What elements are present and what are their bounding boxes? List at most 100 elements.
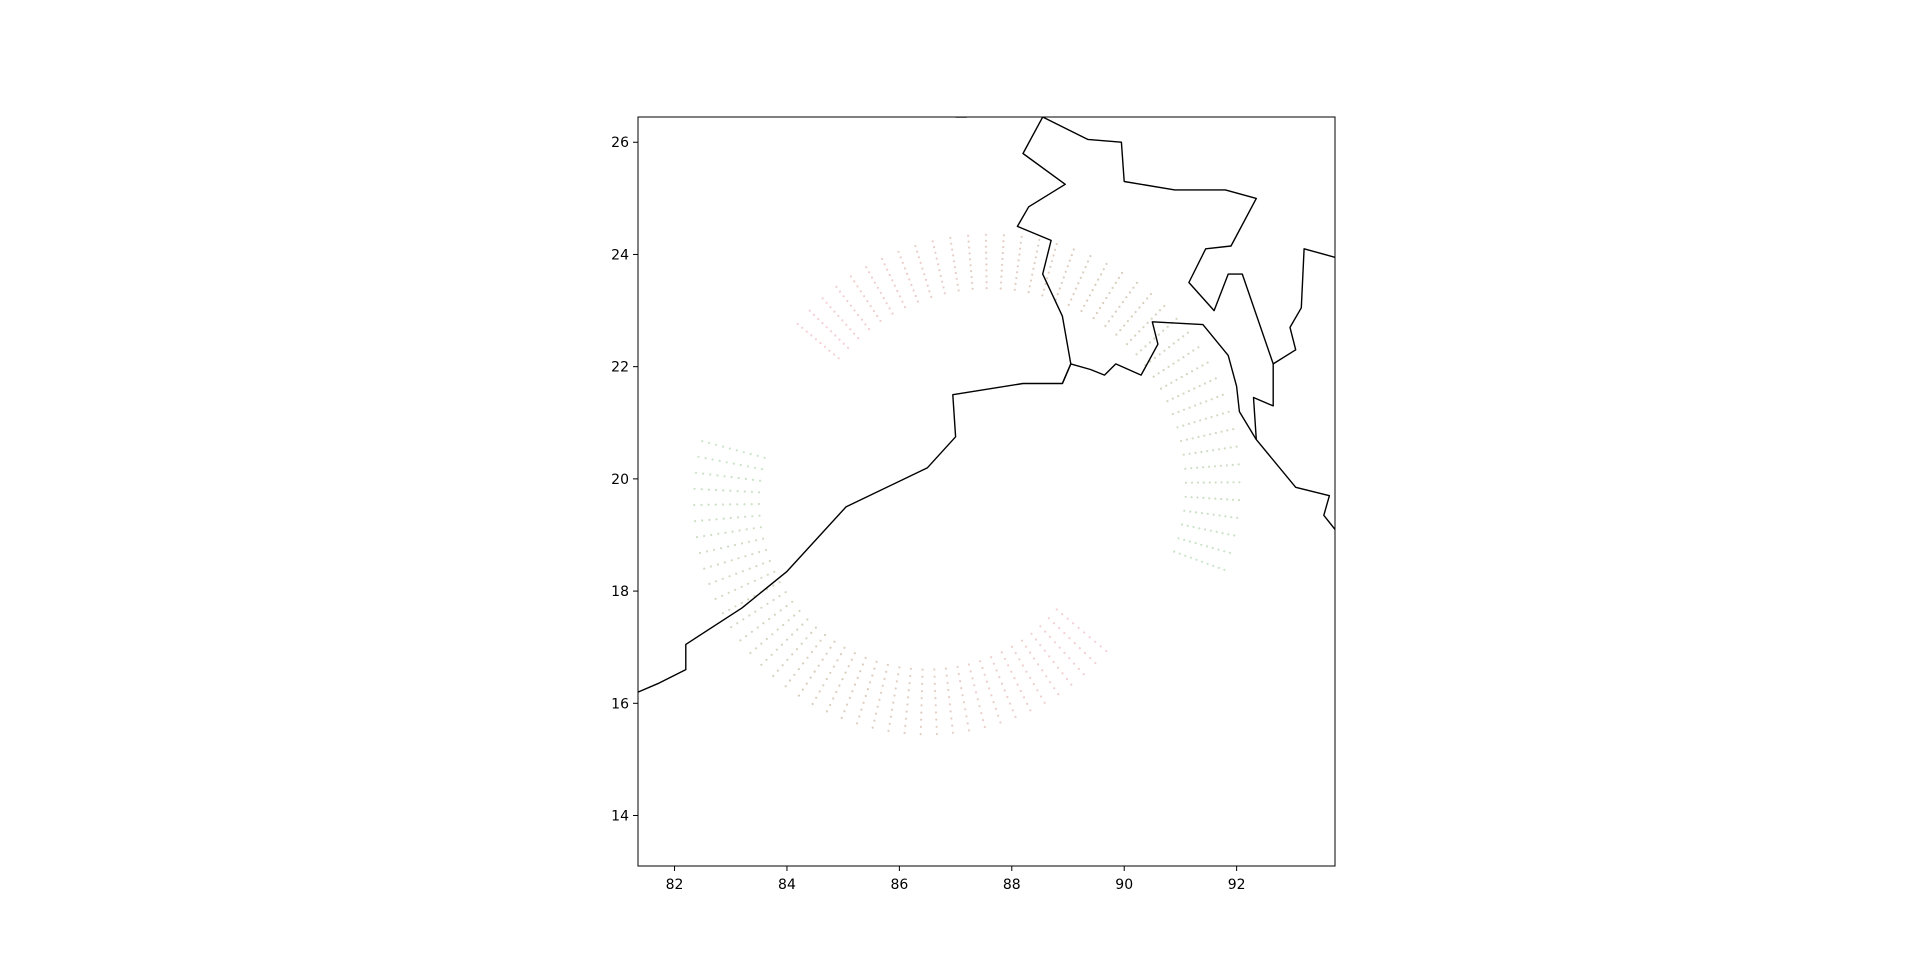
swath-point — [700, 488, 703, 491]
swath-point — [741, 570, 745, 573]
swath-point — [762, 537, 765, 540]
swath-point — [951, 724, 954, 727]
y-tick-label: 26 — [611, 135, 629, 151]
y-tick-label: 16 — [611, 696, 629, 712]
swath-point — [962, 701, 966, 704]
swath-point — [1231, 498, 1235, 501]
swath-point — [716, 563, 720, 566]
swath-point — [1203, 382, 1207, 385]
swath-point — [1194, 511, 1198, 514]
swath-point — [750, 490, 754, 493]
swath-point — [1223, 447, 1226, 450]
swath-point — [1188, 452, 1191, 455]
swath-point — [1102, 301, 1105, 305]
swath-point — [1144, 345, 1147, 348]
x-axis: 82 84 86 88 90 92 — [666, 866, 1246, 893]
swath-point — [1236, 516, 1239, 520]
swath-point — [1094, 283, 1097, 286]
swath-point — [1088, 636, 1091, 639]
swath-point — [969, 264, 972, 267]
swath-point — [1204, 528, 1207, 531]
swath-point — [1166, 325, 1169, 328]
swath-point — [916, 300, 920, 303]
swath-point — [934, 697, 937, 700]
swath-point — [1111, 315, 1114, 318]
swath-point — [901, 261, 904, 264]
swath-point — [1159, 387, 1163, 390]
swath-point — [1015, 276, 1018, 280]
swath-point — [832, 665, 836, 668]
swath-point — [740, 542, 744, 545]
swath-point — [935, 725, 938, 728]
swath-point — [903, 306, 907, 309]
swath-point — [765, 637, 768, 641]
swath-point — [985, 680, 989, 683]
swath-point — [811, 702, 814, 706]
swath-point — [701, 440, 704, 443]
swath-point — [863, 295, 866, 298]
swath-point — [995, 669, 998, 672]
swath-point — [743, 503, 746, 506]
swath-point — [1182, 408, 1186, 411]
swath-point — [1210, 415, 1213, 419]
swath-point — [784, 685, 787, 688]
swath-point — [709, 473, 712, 476]
swath-point — [1212, 564, 1215, 567]
swath-point — [1153, 356, 1156, 359]
swath-point — [1016, 271, 1019, 274]
swath-point — [810, 650, 814, 654]
swath-point — [906, 703, 909, 706]
swath-point — [1029, 709, 1032, 712]
swath-point — [1163, 349, 1166, 352]
swath-point — [1068, 637, 1071, 640]
swath-point — [1019, 241, 1023, 244]
swath-point — [825, 710, 829, 713]
swath-point — [736, 516, 740, 519]
y-axis: 14 16 18 20 22 24 26 — [611, 135, 638, 825]
swath-point — [753, 466, 757, 469]
swath-point — [778, 581, 781, 584]
swath-point — [814, 338, 818, 341]
swath-point — [1191, 437, 1194, 440]
swath-point — [1025, 670, 1028, 673]
swath-point — [1232, 428, 1235, 431]
swath-point — [908, 278, 911, 281]
swath-point — [751, 553, 754, 556]
swath-point — [856, 676, 859, 680]
swath-point — [1188, 406, 1191, 409]
swath-point — [1095, 311, 1098, 315]
swath-point — [1055, 243, 1058, 246]
swath-point — [805, 330, 808, 333]
swath-point — [758, 550, 761, 554]
swath-point — [967, 663, 971, 666]
swath-point — [1148, 341, 1151, 344]
swath-point — [921, 675, 924, 678]
swath-point — [729, 489, 732, 492]
swath-point — [926, 284, 929, 287]
swath-point — [1053, 641, 1056, 644]
swath-point — [1209, 433, 1212, 436]
swath-point — [957, 672, 960, 676]
swath-point — [1027, 291, 1030, 294]
swath-point — [845, 323, 848, 326]
swath-point — [1074, 287, 1078, 290]
swath-point — [1237, 463, 1240, 466]
swath-point — [923, 273, 926, 276]
swath-point — [722, 489, 725, 492]
swath-point — [1066, 265, 1069, 268]
swath-point — [755, 565, 758, 568]
swath-point — [729, 503, 732, 506]
swath-point — [869, 305, 872, 308]
swath-point — [1000, 269, 1003, 272]
swath-point — [1232, 481, 1235, 484]
swath-point — [821, 322, 824, 325]
swath-point — [985, 269, 988, 272]
swath-point — [916, 250, 919, 253]
swath-point — [1198, 527, 1201, 530]
swath-point — [1214, 481, 1217, 484]
swath-point — [1208, 497, 1211, 500]
swath-point — [859, 670, 862, 673]
swath-point — [1070, 683, 1073, 686]
swath-point — [981, 666, 984, 670]
swath-point — [1060, 281, 1063, 284]
